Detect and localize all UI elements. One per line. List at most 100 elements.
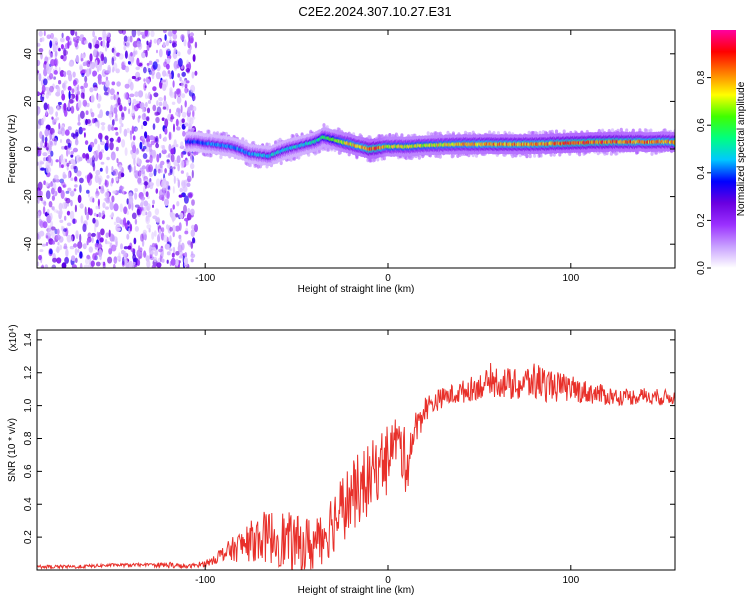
spectrogram-cell xyxy=(92,197,95,203)
spectrogram-cell xyxy=(105,110,110,116)
spectrogram-cell xyxy=(164,118,169,128)
spectrogram-cell xyxy=(120,243,123,250)
spectrogram-cell xyxy=(105,199,111,204)
spectrogram-cell xyxy=(90,94,95,103)
spectrogram-cell xyxy=(126,127,130,134)
spectrogram-cell xyxy=(190,37,194,44)
spectrogram-cell xyxy=(92,118,95,124)
spectrogram-cell xyxy=(37,211,40,217)
spectrogram-cell xyxy=(140,233,144,242)
spectrogram-cell xyxy=(40,51,43,60)
spectrogram-cell xyxy=(73,188,77,192)
spectrogram-cell xyxy=(66,222,72,227)
spectrogram-cell xyxy=(166,251,171,256)
spectrogram-cell xyxy=(167,30,173,37)
spectrogram-cell xyxy=(318,148,322,154)
spectrogram-cell xyxy=(93,151,96,158)
spectrogram-cell xyxy=(184,159,190,163)
spectrogram-cell xyxy=(178,234,182,239)
spectrogram-cell xyxy=(187,207,191,214)
spectrogram-cell xyxy=(130,248,136,253)
spectrogram-cell xyxy=(97,198,100,207)
spectrogram-cell xyxy=(80,58,84,62)
spectrogram-cell xyxy=(40,140,44,149)
spectrogram-cell xyxy=(155,178,161,187)
spectrogram-cell xyxy=(86,119,91,124)
spectrogram-cell xyxy=(74,204,77,213)
spectrogram-cell xyxy=(146,107,151,114)
spectrogram-cell xyxy=(173,139,177,149)
spectrogram-cell xyxy=(93,87,98,92)
spectrogram-cell xyxy=(136,157,140,164)
spectrogram-cell xyxy=(146,135,151,144)
spectrogram-cell xyxy=(194,41,198,49)
spectrogram-cell xyxy=(104,191,110,198)
spectrogram-cell xyxy=(166,63,170,70)
spectrogram-cell xyxy=(135,50,138,55)
spectrogram-cell xyxy=(51,187,55,195)
spectrogram-cell xyxy=(59,139,63,143)
spectrogram-cell xyxy=(156,49,158,54)
spectrogram-cell xyxy=(155,216,161,224)
spectrogram-cell xyxy=(133,158,136,166)
spectrogram-cell xyxy=(111,165,114,173)
spectrogram-cell xyxy=(67,187,72,192)
spectrogram-cell xyxy=(98,37,103,41)
spectrogram-cell xyxy=(43,201,47,206)
spectrogram-cell xyxy=(164,34,167,41)
spectrogram-cell xyxy=(158,48,163,58)
spectrogram-cell xyxy=(190,208,195,216)
spectrogram-cell xyxy=(97,120,100,129)
spectrogram-cell xyxy=(158,97,163,102)
spectrogram-cell xyxy=(108,229,111,238)
spectrogram-cell xyxy=(172,33,178,40)
spectrogram-cell xyxy=(77,84,80,92)
spectrogram-cell xyxy=(123,45,127,51)
spectrogram-cell xyxy=(162,186,166,196)
spectrogram-cell xyxy=(153,168,157,177)
spectrogram-cell xyxy=(170,154,175,163)
spectrogram-cell xyxy=(106,156,110,161)
spectrogram-cell xyxy=(104,45,108,52)
spectrogram-cell xyxy=(184,122,189,127)
spectrogram-cell xyxy=(190,163,195,170)
spectrogram-cell xyxy=(53,70,58,75)
spectrogram-cell xyxy=(98,205,101,210)
spectrogram-cell xyxy=(79,262,83,268)
spectrogram-cell xyxy=(108,248,113,255)
spectrogram-cell xyxy=(170,208,173,213)
spectrogram-cell xyxy=(79,34,84,39)
spectrogram-cell xyxy=(50,226,56,231)
spectrogram-cell xyxy=(162,42,166,48)
spectrogram-cell xyxy=(110,95,114,100)
spectrogram-cell xyxy=(70,177,74,181)
spectrogram-cell xyxy=(68,61,74,67)
spectrogram-cell xyxy=(142,120,148,126)
spectrogram-cell xyxy=(128,164,132,173)
spectrogram-cell xyxy=(176,155,181,164)
spectrogram-cell xyxy=(143,181,149,186)
spectrogram-cell xyxy=(121,139,126,148)
spectrogram-cell xyxy=(143,78,146,82)
spectrogram-cell xyxy=(98,62,102,71)
spectrogram-cell xyxy=(95,193,99,199)
spectrogram-cell xyxy=(92,30,95,38)
spectrogram-cell xyxy=(119,125,122,134)
spectrogram-cell xyxy=(41,264,44,268)
spectrogram-cell xyxy=(488,130,492,135)
spectrogram-cell xyxy=(105,232,109,238)
spectrogram-cell xyxy=(52,257,57,263)
spectrogram-cell xyxy=(46,66,52,75)
spectrogram-cell xyxy=(158,38,161,45)
spectrogram-cell xyxy=(192,54,196,62)
spectrogram-cell xyxy=(107,256,113,264)
spectrogram-cell xyxy=(41,84,46,93)
spectrogram-cell xyxy=(64,129,70,136)
spectrogram-cell xyxy=(124,147,128,157)
spectrogram-cell xyxy=(97,103,101,109)
spectrogram-cell xyxy=(157,168,161,174)
spectrogram-cell xyxy=(190,251,194,256)
spectrogram-cell xyxy=(194,70,198,76)
spectrogram-cell xyxy=(38,48,44,53)
spectrogram-cell xyxy=(172,80,175,88)
